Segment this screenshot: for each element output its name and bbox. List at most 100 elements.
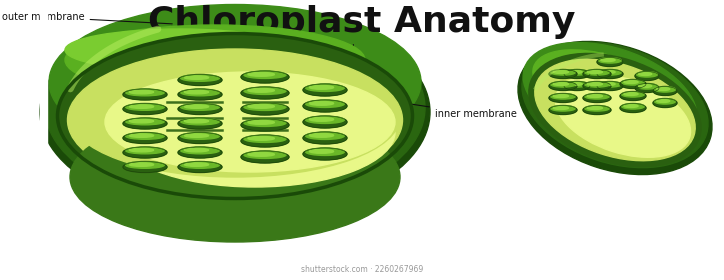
Ellipse shape <box>65 29 295 71</box>
Ellipse shape <box>309 134 334 137</box>
Ellipse shape <box>597 81 623 90</box>
Ellipse shape <box>309 150 334 153</box>
Ellipse shape <box>105 72 395 172</box>
Ellipse shape <box>533 50 677 130</box>
Ellipse shape <box>522 42 708 168</box>
Ellipse shape <box>654 87 675 92</box>
Ellipse shape <box>624 93 638 95</box>
Ellipse shape <box>551 82 576 87</box>
Ellipse shape <box>653 99 677 108</box>
Ellipse shape <box>601 71 615 73</box>
Ellipse shape <box>303 100 347 112</box>
Ellipse shape <box>241 151 289 163</box>
Ellipse shape <box>130 134 153 137</box>
Ellipse shape <box>67 49 403 191</box>
Ellipse shape <box>553 107 568 109</box>
Ellipse shape <box>549 81 577 90</box>
Ellipse shape <box>57 34 413 199</box>
Ellipse shape <box>185 119 209 123</box>
Ellipse shape <box>178 89 222 100</box>
Ellipse shape <box>123 147 167 158</box>
Ellipse shape <box>587 107 602 109</box>
Ellipse shape <box>244 71 286 78</box>
Ellipse shape <box>185 105 209 108</box>
Text: lumen: lumen <box>155 57 209 125</box>
Ellipse shape <box>306 84 345 92</box>
Ellipse shape <box>248 152 274 156</box>
Ellipse shape <box>654 99 675 104</box>
Ellipse shape <box>306 148 345 155</box>
Ellipse shape <box>181 133 219 139</box>
Ellipse shape <box>636 72 657 77</box>
Ellipse shape <box>585 82 610 87</box>
Ellipse shape <box>123 162 167 172</box>
Ellipse shape <box>70 57 400 177</box>
Ellipse shape <box>639 85 652 87</box>
Ellipse shape <box>115 77 395 187</box>
Ellipse shape <box>622 80 644 85</box>
Ellipse shape <box>636 84 657 89</box>
Ellipse shape <box>303 148 347 160</box>
Ellipse shape <box>45 7 425 209</box>
Ellipse shape <box>553 83 568 85</box>
Ellipse shape <box>244 135 286 143</box>
Ellipse shape <box>70 112 400 242</box>
Ellipse shape <box>130 148 153 152</box>
Ellipse shape <box>551 70 576 75</box>
Ellipse shape <box>585 106 610 111</box>
Ellipse shape <box>551 106 576 111</box>
Ellipse shape <box>178 74 222 85</box>
Ellipse shape <box>49 4 421 160</box>
Ellipse shape <box>181 89 219 96</box>
Ellipse shape <box>181 147 219 154</box>
Ellipse shape <box>126 162 164 168</box>
Ellipse shape <box>248 88 274 92</box>
Ellipse shape <box>583 69 611 78</box>
Ellipse shape <box>248 104 274 108</box>
Ellipse shape <box>126 133 164 139</box>
Ellipse shape <box>620 80 646 88</box>
Text: shutterstock.com · 2260267969: shutterstock.com · 2260267969 <box>301 265 423 274</box>
Ellipse shape <box>599 58 621 63</box>
Ellipse shape <box>568 71 582 73</box>
Ellipse shape <box>185 134 209 137</box>
Ellipse shape <box>639 73 652 76</box>
Ellipse shape <box>241 71 289 83</box>
Ellipse shape <box>583 106 611 115</box>
Ellipse shape <box>585 94 610 99</box>
Ellipse shape <box>523 43 697 150</box>
Ellipse shape <box>555 75 691 157</box>
Ellipse shape <box>306 132 345 139</box>
Ellipse shape <box>624 81 638 83</box>
Ellipse shape <box>244 103 286 110</box>
Ellipse shape <box>535 59 695 161</box>
Text: thylakoid: thylakoid <box>311 44 355 134</box>
Polygon shape <box>40 2 47 222</box>
Ellipse shape <box>657 88 670 90</box>
Ellipse shape <box>564 81 590 90</box>
Ellipse shape <box>241 87 289 99</box>
Ellipse shape <box>126 147 164 154</box>
Ellipse shape <box>130 163 153 166</box>
Ellipse shape <box>309 101 334 105</box>
Ellipse shape <box>529 53 701 167</box>
Ellipse shape <box>65 25 365 95</box>
Ellipse shape <box>248 120 274 124</box>
Ellipse shape <box>130 90 153 94</box>
Ellipse shape <box>303 116 347 128</box>
Ellipse shape <box>601 83 615 85</box>
Ellipse shape <box>568 83 582 85</box>
Ellipse shape <box>181 75 219 81</box>
Ellipse shape <box>620 104 646 113</box>
Ellipse shape <box>303 84 347 96</box>
Text: outer membrane: outer membrane <box>2 12 172 24</box>
Ellipse shape <box>553 95 568 97</box>
Text: inner membrane: inner membrane <box>348 94 517 119</box>
Ellipse shape <box>303 132 347 144</box>
Ellipse shape <box>241 135 289 147</box>
Ellipse shape <box>126 118 164 125</box>
Ellipse shape <box>241 103 289 115</box>
Ellipse shape <box>241 119 289 131</box>
Ellipse shape <box>126 104 164 110</box>
Ellipse shape <box>518 41 712 174</box>
